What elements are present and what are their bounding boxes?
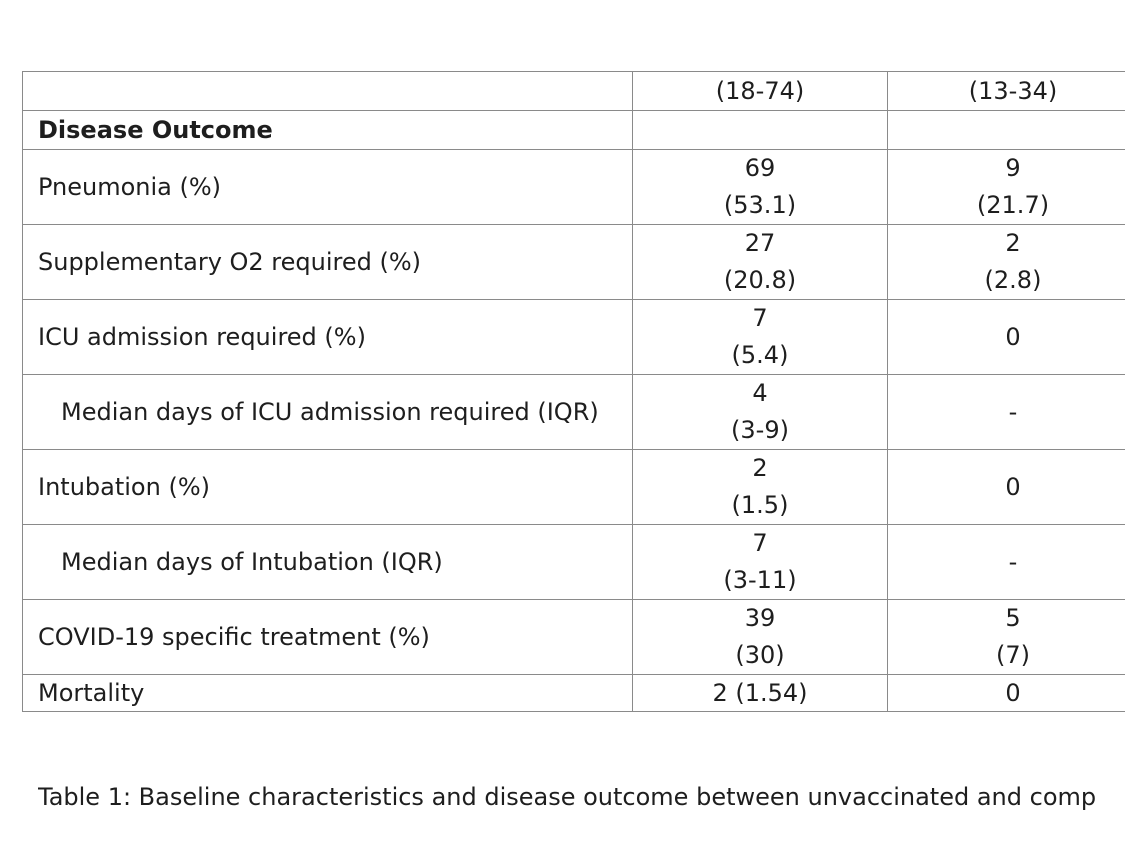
value-cell-a: 27 (20.8) [632,224,888,300]
row-label: Median days of Intubation (IQR) [22,524,633,600]
value-cell-b: - [887,524,1125,600]
value-cell-b: 2 (2.8) [887,224,1125,300]
value-cell-a: 69 (53.1) [632,149,888,225]
value-cell-a: 4 (3-9) [632,374,888,450]
value-percent: (2.8) [984,266,1042,294]
table-row-intubation: Intubation (%) 2 (1.5) 0 [22,449,1125,525]
row-label: Intubation (%) [22,449,633,525]
value-iqr: (3-11) [723,566,797,594]
header-label-cell [22,71,633,111]
value-count: 69 [744,154,776,182]
value-median: 4 [752,379,768,407]
value-cell-b: 0 [887,674,1125,712]
value-count: 2 [752,454,768,482]
table-row-median-intubation-days: Median days of Intubation (IQR) 7 (3-11)… [22,524,1125,600]
value-count: 5 [1005,604,1021,632]
value-cell-a: 7 (3-11) [632,524,888,600]
value-cell-a: 2 (1.5) [632,449,888,525]
value-percent: (5.4) [731,341,789,369]
value-count: 9 [1005,154,1021,182]
table-row-supplementary-o2: Supplementary O2 required (%) 27 (20.8) … [22,224,1125,300]
table-row-median-icu-days: Median days of ICU admission required (I… [22,374,1125,450]
section-title: Disease Outcome [22,110,633,150]
value-percent: (20.8) [723,266,797,294]
row-label: Mortality [22,674,633,712]
value-cell-b: 0 [887,449,1125,525]
value-cell-a: 7 (5.4) [632,299,888,375]
header-range-b: (13-34) [887,71,1125,111]
value-count: 39 [744,604,776,632]
table-caption: Table 1: Baseline characteristics and di… [38,783,1097,811]
row-label: Median days of ICU admission required (I… [22,374,633,450]
value-cell-b: 0 [887,299,1125,375]
value-count: 7 [752,304,768,332]
table-row-covid-treatment: COVID-19 specific treatment (%) 39 (30) … [22,599,1125,675]
value-cell-a: 39 (30) [632,599,888,675]
row-label: Supplementary O2 required (%) [22,224,633,300]
row-label: ICU admission required (%) [22,299,633,375]
value-iqr: (3-9) [731,416,789,444]
section-cell-a [632,110,888,150]
value-count: 2 [1005,229,1021,257]
value-percent: (7) [996,641,1030,669]
value-percent: (1.5) [731,491,789,519]
value-cell-b: 5 (7) [887,599,1125,675]
value-count: 27 [744,229,776,257]
section-cell-b [887,110,1125,150]
row-label: Pneumonia (%) [22,149,633,225]
value-percent: (53.1) [723,191,797,219]
value-percent: (30) [735,641,785,669]
value-cell-a: 2 (1.54) [632,674,888,712]
disease-outcome-table: (18-74) (13-34) Disease Outcome Pneumoni… [22,71,1125,712]
table-row-pneumonia: Pneumonia (%) 69 (53.1) 9 (21.7) [22,149,1125,225]
table-row-icu-admission: ICU admission required (%) 7 (5.4) 0 [22,299,1125,375]
header-range-a: (18-74) [632,71,888,111]
row-label: COVID-19 specific treatment (%) [22,599,633,675]
section-row: Disease Outcome [22,110,1125,150]
table-row-mortality: Mortality 2 (1.54) 0 [22,674,1125,712]
value-cell-b: 9 (21.7) [887,149,1125,225]
table-header-row: (18-74) (13-34) [22,71,1125,111]
value-median: 7 [752,529,768,557]
value-percent: (21.7) [976,191,1050,219]
value-cell-b: - [887,374,1125,450]
